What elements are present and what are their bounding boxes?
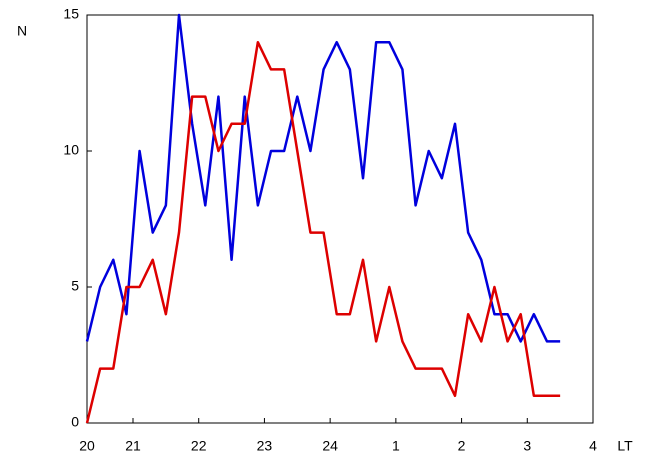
y-tick-label: 10: [63, 142, 79, 158]
data-line: [85, 40, 561, 424]
x-axis-label: LT: [617, 438, 633, 454]
x-tick-label: 4: [589, 438, 597, 454]
x-tick-label: 21: [125, 438, 141, 454]
y-tick-label: 0: [71, 414, 79, 430]
x-tick-label: 20: [79, 438, 95, 454]
y-tick-label: 5: [71, 278, 79, 294]
plot-frame: [86, 14, 594, 424]
x-tick-label: 1: [392, 438, 400, 454]
y-tick-label: 15: [63, 6, 79, 22]
x-tick-label: 22: [191, 438, 207, 454]
x-tick-label: 24: [322, 438, 338, 454]
y-axis-label: N: [17, 23, 27, 39]
x-tick-label: 2: [458, 438, 466, 454]
data-line: [85, 13, 561, 343]
x-tick-label: 23: [257, 438, 273, 454]
x-tick-label: 3: [523, 438, 531, 454]
